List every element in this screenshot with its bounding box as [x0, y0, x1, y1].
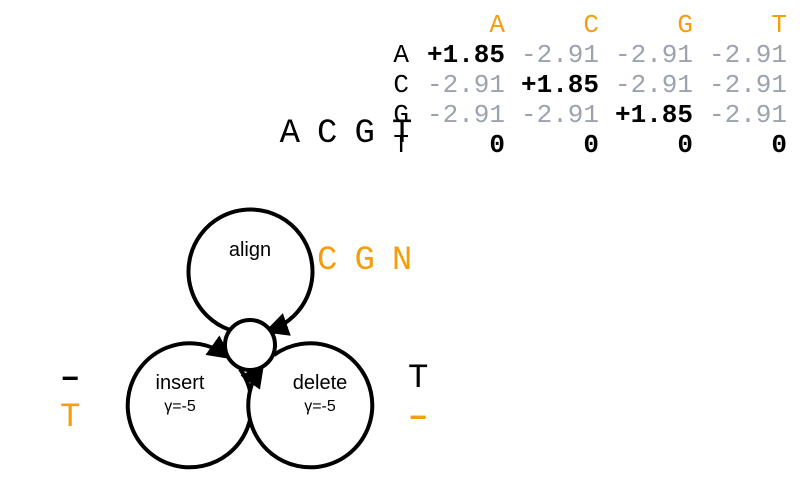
matrix-cell: +1.85	[415, 40, 509, 70]
matrix-col-header: G	[603, 10, 697, 40]
matrix-cell: -2.91	[697, 40, 791, 70]
matrix-cell: -2.91	[509, 100, 603, 130]
matrix-cell: 0	[415, 130, 509, 160]
matrix-cell: -2.91	[415, 70, 509, 100]
matrix-col-header: A	[415, 10, 509, 40]
matrix-row-header: A	[385, 40, 415, 70]
state-diagram: align insert γ=-5 delete γ=-5	[105, 195, 405, 485]
score-matrix: A C G T A +1.85 -2.91 -2.91 -2.91 C -2.9…	[385, 10, 791, 160]
delete-label: delete	[293, 372, 348, 394]
matrix-col-header: C	[509, 10, 603, 40]
matrix-row-header: G	[385, 100, 415, 130]
matrix-cell: 0	[697, 130, 791, 160]
matrix-cell: +1.85	[509, 70, 603, 100]
matrix-row-header: C	[385, 70, 415, 100]
matrix-row: C -2.91 +1.85 -2.91 -2.91	[385, 70, 791, 100]
matrix-row-header: T	[385, 130, 415, 160]
matrix-cell: -2.91	[697, 70, 791, 100]
state-diagram-svg: align insert γ=-5 delete γ=-5	[105, 195, 405, 485]
matrix-header-row: A C G T	[385, 10, 791, 40]
score-matrix-table: A C G T A +1.85 -2.91 -2.91 -2.91 C -2.9…	[385, 10, 791, 160]
insert-label: insert	[156, 372, 205, 394]
matrix-cell: 0	[509, 130, 603, 160]
matrix-row: T 0 0 0 0	[385, 130, 791, 160]
matrix-cell: -2.91	[697, 100, 791, 130]
center-state	[225, 320, 275, 370]
matrix-cell: -2.91	[415, 100, 509, 130]
matrix-cell: 0	[603, 130, 697, 160]
matrix-row: A +1.85 -2.91 -2.91 -2.91	[385, 40, 791, 70]
seq-top-letter: C	[317, 115, 354, 153]
insert-side-label: – T	[60, 360, 80, 438]
delete-top-char: T	[408, 360, 428, 399]
insert-bottom-char: T	[60, 399, 80, 438]
insert-gamma: γ=-5	[164, 398, 196, 415]
delete-side-label: T –	[408, 360, 428, 438]
align-label: align	[229, 239, 271, 261]
matrix-cell: -2.91	[603, 40, 697, 70]
matrix-cell: +1.85	[603, 100, 697, 130]
matrix-cell: -2.91	[509, 40, 603, 70]
matrix-row: G -2.91 -2.91 +1.85 -2.91	[385, 100, 791, 130]
insert-top-char: –	[60, 360, 80, 399]
matrix-corner	[385, 10, 415, 40]
matrix-cell: -2.91	[603, 70, 697, 100]
delete-bottom-char: –	[408, 399, 428, 438]
seq-top-letter: A	[280, 115, 317, 153]
align-petal	[189, 209, 313, 330]
delete-gamma: γ=-5	[304, 398, 336, 415]
matrix-col-header: T	[697, 10, 791, 40]
